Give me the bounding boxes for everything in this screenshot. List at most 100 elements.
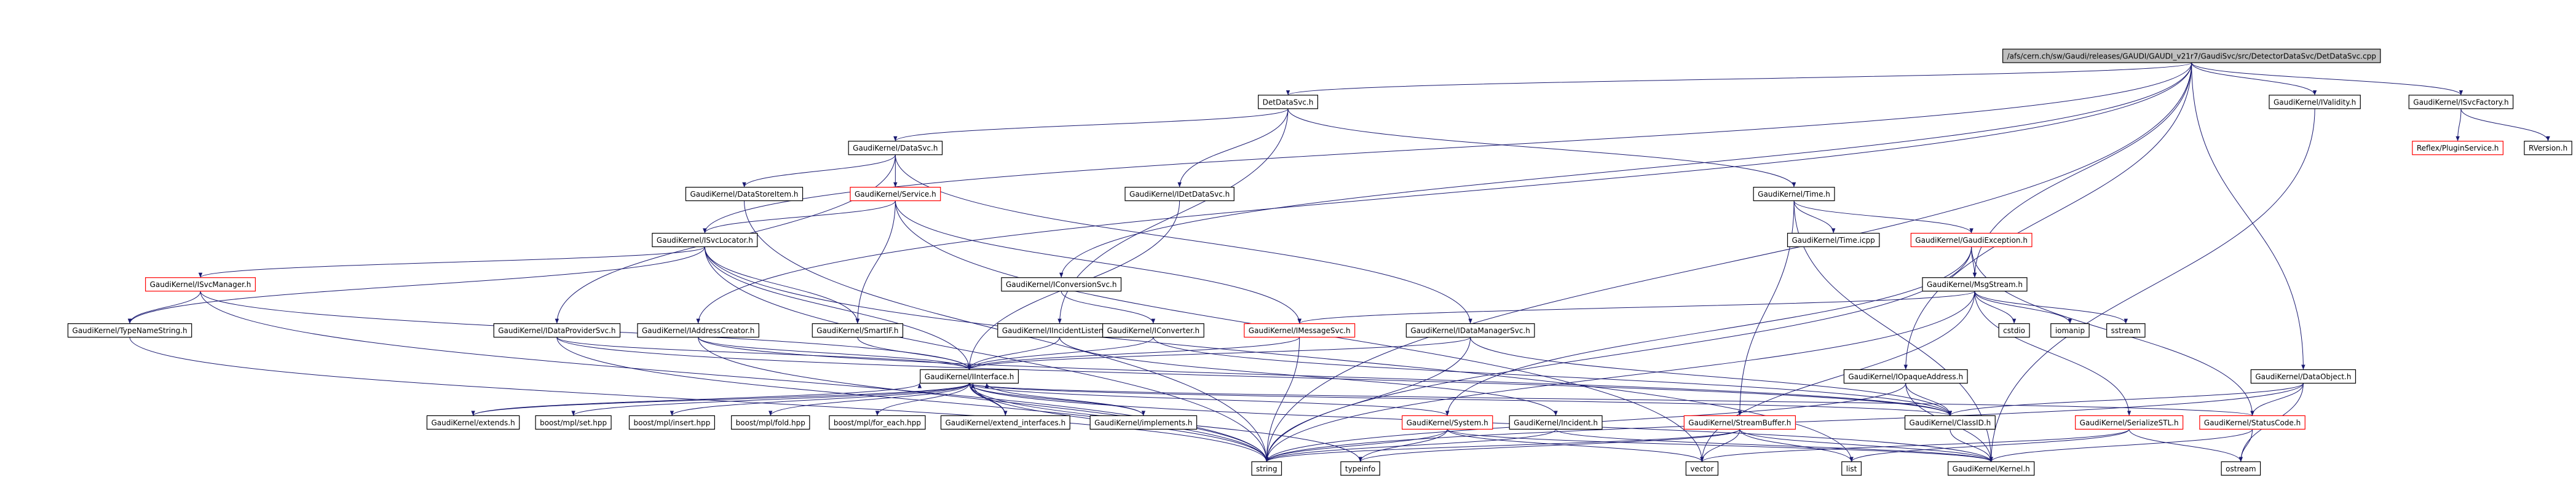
- graph-node: GaudiKernel/IAddressCreator.h: [637, 323, 759, 338]
- node-box: [829, 415, 926, 430]
- graph-node: Reflex/PluginService.h: [2412, 141, 2503, 155]
- graph-node: GaudiKernel/ISvcFactory.h: [2408, 95, 2514, 109]
- edge: [2238, 429, 2253, 462]
- node-box: [2408, 95, 2514, 109]
- edge: [875, 383, 970, 416]
- edge: [704, 246, 860, 324]
- edge: [2128, 429, 2243, 462]
- edge: [1059, 62, 2192, 278]
- edge: [1737, 200, 1795, 416]
- node-label: GaudiKernel/IDataProviderSvc.h: [498, 326, 615, 335]
- node-label: GaudiKernel/DataStoreItem.h: [690, 190, 798, 199]
- edge: [1700, 429, 1740, 462]
- edge: [1974, 291, 2072, 324]
- edge: [1265, 291, 1975, 462]
- node-box: [2106, 323, 2146, 338]
- graph-node: list: [1841, 461, 1862, 476]
- node-box: [1405, 323, 1535, 338]
- graph-node: GaudiKernel/IValidity.h: [2269, 95, 2361, 109]
- graph-node: GaudiKernel/System.h: [1402, 415, 1493, 430]
- graph-node: GaudiKernel/DataObject.h: [2250, 369, 2357, 384]
- node-box: [2412, 141, 2503, 155]
- edge: [969, 383, 1145, 416]
- graph-node: GaudiKernel/extend_interfaces.h: [940, 415, 1070, 430]
- graph-node: ostream: [2221, 461, 2261, 476]
- graph-node: cstdio: [1998, 323, 2030, 338]
- edge: [1287, 108, 1796, 187]
- node-label: GaudiKernel/ISvcManager.h: [150, 280, 251, 289]
- node-box: [1841, 461, 1862, 476]
- node-label: GaudiKernel/GaudiException.h: [1915, 236, 2028, 245]
- node-label: GaudiKernel/Incident.h: [1514, 419, 1598, 427]
- edge: [1555, 428, 1993, 462]
- graph-node: GaudiKernel/IMessageSvc.h: [1244, 323, 1356, 338]
- graph-node: GaudiKernel/IDataProviderSvc.h: [493, 323, 621, 338]
- edge: [556, 337, 971, 370]
- node-label: GaudiKernel/System.h: [1407, 419, 1488, 427]
- graph-node: boost/mpl/fold.hpp: [731, 415, 810, 430]
- edge: [971, 383, 1006, 416]
- edge: [768, 383, 970, 416]
- node-box: [2524, 141, 2572, 155]
- node-box: [637, 323, 759, 338]
- edge: [127, 291, 201, 324]
- graph-node: GaudiKernel/extends.h: [426, 415, 520, 430]
- edge: [1700, 428, 2130, 462]
- node-label: Reflex/PluginService.h: [2417, 144, 2499, 152]
- nodes: /afs/cern.ch/sw/Gaudi/releases/GAUDI/GAU…: [67, 49, 2572, 476]
- edge: [1286, 62, 2192, 96]
- edge: [473, 383, 922, 416]
- node-label: GaudiKernel/SmartIF.h: [816, 326, 898, 335]
- node-box: [493, 323, 621, 338]
- edge: [556, 337, 1269, 462]
- edge: [1265, 428, 1740, 462]
- edge: [893, 108, 1289, 142]
- edge: [1447, 429, 1704, 462]
- edge: [556, 337, 1952, 416]
- node-box: [2050, 323, 2090, 338]
- edge: [2250, 383, 2304, 416]
- node-box: [2221, 461, 2261, 476]
- edge: [984, 383, 1144, 416]
- edge: [128, 246, 705, 324]
- node-box: [1685, 461, 1719, 476]
- graph-node: DetDataSvc.h: [1258, 95, 1318, 109]
- node-box: [1904, 415, 1996, 430]
- node-label: sstream: [2111, 326, 2141, 335]
- node-label: boost/mpl/for_each.hpp: [834, 419, 921, 427]
- edge: [1297, 291, 1975, 325]
- node-box: [2269, 95, 2361, 109]
- graph-node: boost/mpl/insert.hpp: [628, 415, 715, 430]
- edge: [1470, 337, 1952, 416]
- node-label: boost/mpl/insert.hpp: [633, 419, 710, 427]
- node-label: /afs/cern.ch/sw/Gaudi/releases/GAUDI/GAU…: [2007, 52, 2376, 60]
- graph-node: boost/mpl/set.hpp: [535, 415, 612, 430]
- graph-node: GaudiKernel/Incident.h: [1509, 415, 1603, 430]
- node-box: [1258, 95, 1318, 109]
- node-label: GaudiKernel/DataObject.h: [2255, 372, 2351, 381]
- node-box: [1843, 369, 1968, 384]
- edge: [1358, 429, 1448, 462]
- edge: [571, 383, 970, 416]
- node-label: GaudiKernel/Kernel.h: [1953, 465, 2030, 473]
- node-box: [1509, 415, 1603, 430]
- edge: [1903, 62, 2192, 370]
- node-label: cstdio: [2003, 326, 2025, 335]
- node-label: GaudiKernel/IAddressCreator.h: [642, 326, 754, 335]
- edge: [969, 383, 1952, 416]
- edge: [1177, 108, 1289, 187]
- edge: [967, 337, 1154, 370]
- graph-node: string: [1251, 461, 1282, 476]
- edge: [742, 154, 896, 187]
- node-box: [1683, 415, 1796, 430]
- edge: [1700, 291, 1975, 462]
- node-label: string: [1256, 465, 1277, 473]
- graph-node: GaudiKernel/SmartIF.h: [812, 323, 904, 338]
- edge: [698, 337, 1952, 416]
- graph-node: GaudiKernel/Time.icpp: [1787, 232, 1880, 248]
- node-label: GaudiKernel/Time.h: [1758, 190, 1830, 199]
- node-label: GaudiKernel/StatusCode.h: [2204, 419, 2301, 427]
- edge: [855, 200, 896, 324]
